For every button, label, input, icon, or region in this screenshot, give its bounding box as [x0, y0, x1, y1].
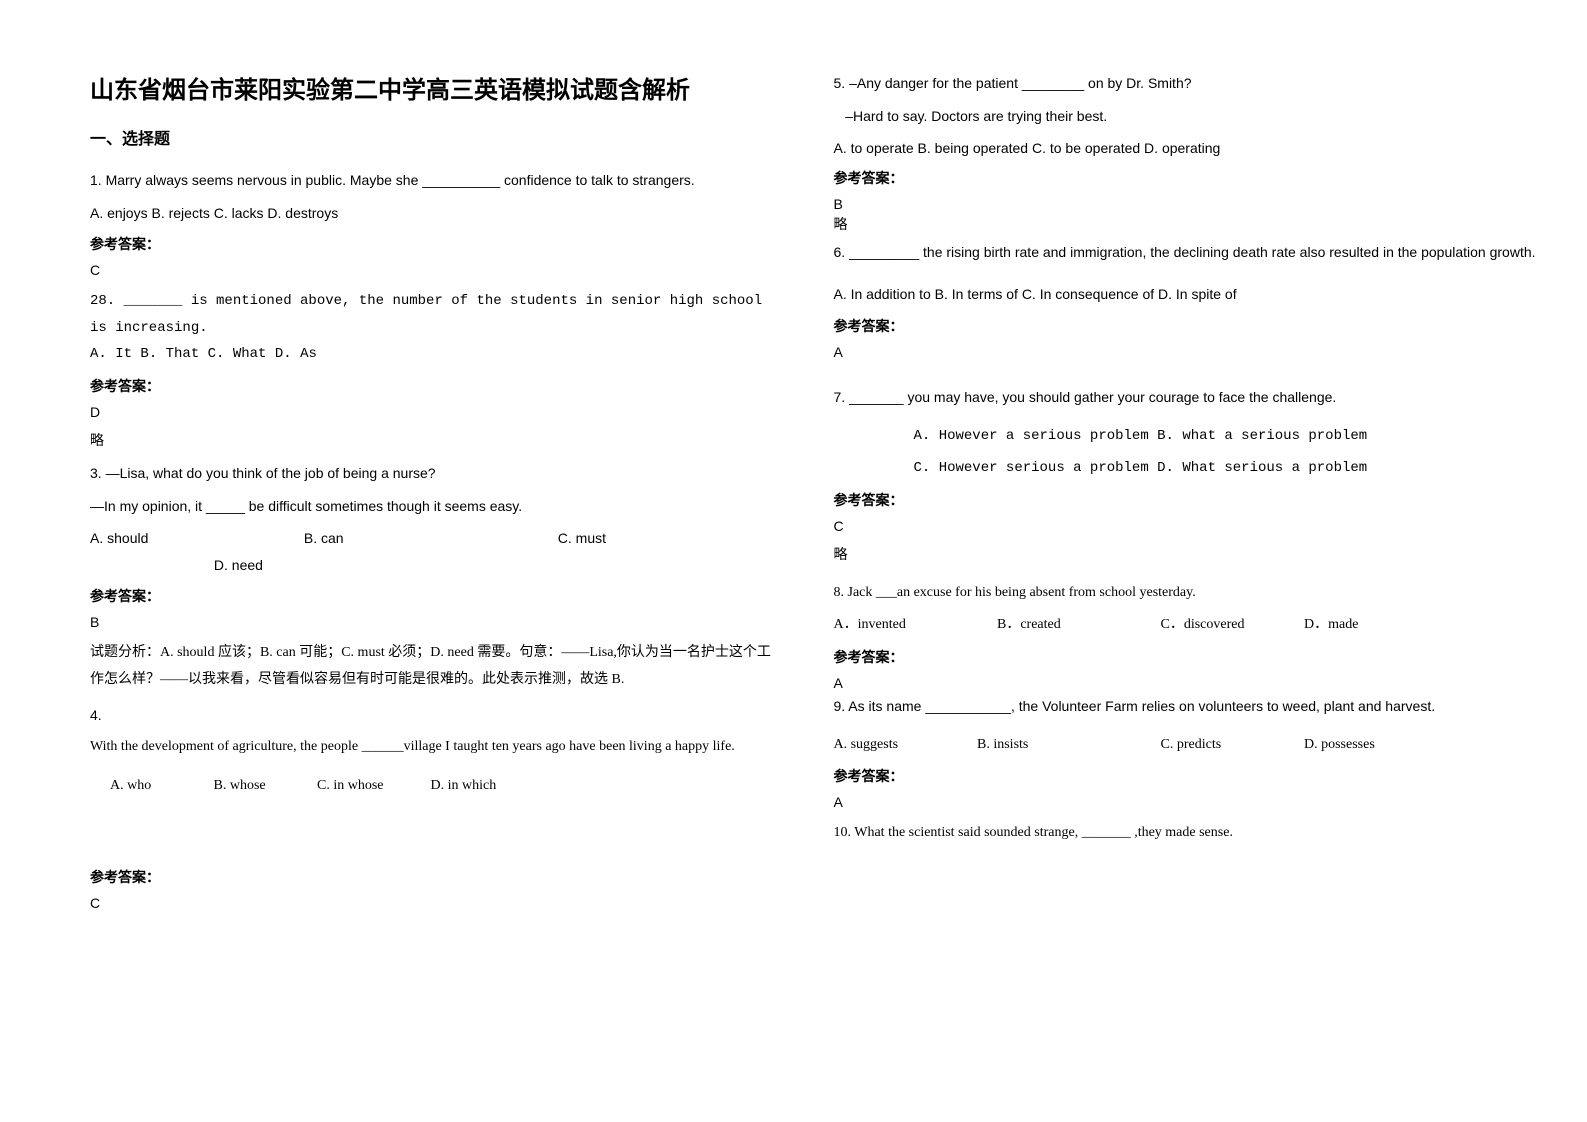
q7-opt-b: B. what a serious problem	[1157, 428, 1367, 444]
q7-stem: 7. _______ you may have, you should gath…	[834, 384, 1538, 411]
q8-opt-b: B．created	[997, 612, 1157, 639]
q5-options: A. to operate B. being operated C. to be…	[834, 135, 1538, 162]
q3-answer: B	[90, 614, 774, 630]
answer-label: 参考答案：	[90, 586, 774, 606]
answer-label: 参考答案：	[834, 316, 1538, 336]
answer-label: 参考答案：	[90, 234, 774, 254]
page-root: 山东省烟台市莱阳实验第二中学高三英语模拟试题含解析 一、选择题 1. Marry…	[0, 0, 1587, 1122]
q5-answer: B	[834, 196, 1538, 212]
q2-opt-b: B. That	[140, 346, 199, 362]
q2-opt-c: C. What	[208, 346, 267, 362]
q7-options-row2: C. However serious a problem D. What ser…	[834, 455, 1538, 482]
q4-answer: C	[90, 895, 774, 911]
q3-line2: —In my opinion, it _____ be difficult so…	[90, 493, 774, 520]
q2-answer: D	[90, 404, 774, 420]
q7-opt-d: D. What serious a problem	[1157, 460, 1367, 476]
q3-opt-d: D. need	[214, 552, 263, 579]
q4-opt-c: C. in whose	[317, 773, 427, 800]
q8-stem: 8. Jack ___an excuse for his being absen…	[834, 580, 1538, 607]
q5-line2: –Hard to say. Doctors are trying their b…	[834, 103, 1538, 130]
q6-stem: 6. _________ the rising birth rate and i…	[834, 236, 1538, 270]
q3-analysis: 试题分析：A. should 应该；B. can 可能；C. must 必须；D…	[90, 640, 774, 693]
q7-opt-c: C. However serious a problem	[914, 460, 1149, 476]
q6-options: A. In addition to B. In terms of C. In c…	[834, 281, 1538, 308]
q3-options: A. should B. can C. must D. need	[90, 525, 774, 578]
q5-omit: 略	[834, 214, 1538, 234]
q8-answer: A	[834, 675, 1538, 691]
q4-stem: With the development of agriculture, the…	[90, 734, 774, 761]
answer-label: 参考答案：	[90, 867, 774, 887]
q5-line1: 5. –Any danger for the patient ________ …	[834, 70, 1538, 97]
q4-options: A. who B. whose C. in whose D. in which	[90, 773, 774, 800]
q2-stem: 28. _______ is mentioned above, the numb…	[90, 288, 774, 341]
q8-options: A．invented B．created C．discovered D．made	[834, 612, 1538, 639]
q7-omit: 略	[834, 544, 1538, 564]
section-header: 一、选择题	[90, 125, 774, 149]
answer-label: 参考答案：	[834, 766, 1538, 786]
q3-opt-b: B. can	[304, 525, 554, 552]
q2-omit: 略	[90, 430, 774, 450]
q3-opt-a: A. should	[90, 525, 300, 552]
q8-opt-a: A．invented	[834, 612, 994, 639]
q9-options: A. suggests B. insists C. predicts D. po…	[834, 732, 1538, 759]
q9-opt-a: A. suggests	[834, 732, 974, 759]
q1-stem: 1. Marry always seems nervous in public.…	[90, 167, 774, 194]
q9-opt-d: D. possesses	[1304, 732, 1375, 759]
q4-opt-d: D. in which	[431, 773, 497, 800]
page-title: 山东省烟台市莱阳实验第二中学高三英语模拟试题含解析	[90, 70, 774, 105]
q8-opt-c: C．discovered	[1161, 612, 1301, 639]
q4-opt-b: B. whose	[214, 773, 314, 800]
answer-label: 参考答案：	[834, 168, 1538, 188]
q2-opt-a: A. It	[90, 346, 132, 362]
q1-options: A. enjoys B. rejects C. lacks D. destroy…	[90, 200, 774, 227]
q3-line1: 3. —Lisa, what do you think of the job o…	[90, 460, 774, 487]
q9-opt-c: C. predicts	[1161, 732, 1301, 759]
q9-stem: 9. As its name ___________, the Voluntee…	[834, 693, 1538, 720]
answer-label: 参考答案：	[834, 490, 1538, 510]
q1-answer: C	[90, 262, 774, 278]
q9-answer: A	[834, 794, 1538, 810]
q2-options: A. It B. That C. What D. As	[90, 341, 774, 368]
left-column: 山东省烟台市莱阳实验第二中学高三英语模拟试题含解析 一、选择题 1. Marry…	[90, 70, 814, 1092]
q3-opt-c: C. must	[558, 525, 606, 552]
answer-label: 参考答案：	[90, 376, 774, 396]
q2-opt-d: D. As	[275, 346, 317, 362]
q6-answer: A	[834, 344, 1538, 360]
q10-stem: 10. What the scientist said sounded stra…	[834, 820, 1538, 847]
q4-num: 4.	[90, 702, 774, 729]
right-column: 5. –Any danger for the patient ________ …	[814, 70, 1538, 1092]
q8-opt-d: D．made	[1304, 612, 1358, 639]
q7-options-row1: A. However a serious problem B. what a s…	[834, 423, 1538, 450]
q9-opt-b: B. insists	[977, 732, 1157, 759]
q4-opt-a: A. who	[110, 773, 210, 800]
q7-opt-a: A. However a serious problem	[914, 428, 1149, 444]
q7-answer: C	[834, 518, 1538, 534]
answer-label: 参考答案：	[834, 647, 1538, 667]
